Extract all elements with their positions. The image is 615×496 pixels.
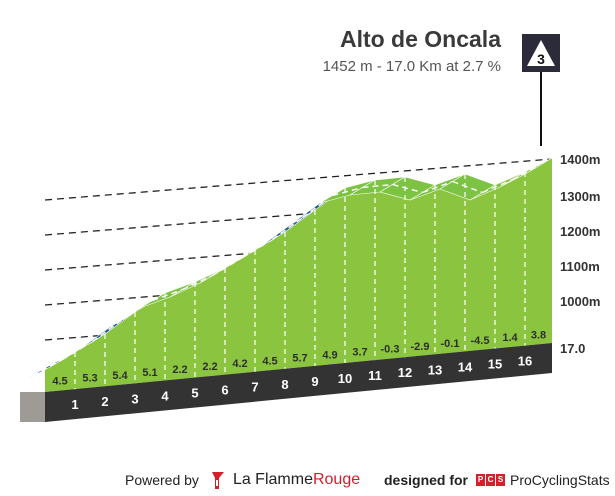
gradient-label-2: 5.3 [82,373,97,385]
base-strip [45,343,552,422]
km-label-3: 3 [131,391,138,406]
gradient-label-13: -2.9 [411,341,430,353]
elevation-label-1300: 1300m [560,189,600,204]
pcs-letter-c: C [486,474,496,486]
km-label-6: 6 [221,383,228,398]
segment-centerline-3 [92,318,123,343]
gradient-label-6: 2.2 [202,361,217,373]
km-label-4: 4 [161,388,169,403]
climb-stats: 1452 m - 17.0 Km at 2.7 % [322,58,501,75]
gridline-1400 [44,158,553,201]
km-label-16: 16 [518,354,532,369]
km-label-11: 11 [368,368,382,383]
elevation-label-1400: 1400m [560,152,600,167]
segment-centerline-15 [452,180,483,194]
segment-centerline-4 [122,299,153,321]
designed-for-label: designed for [384,472,469,488]
gradient-label-11: 3.7 [352,347,367,359]
distance-label: 17.0 [560,341,585,356]
pcs-letter-s: S [496,474,506,486]
gradient-labels: 4.5 5.3 5.4 5.1 2.2 2.2 4.2 4.5 5.7 4.9 3.7 -0.3 -2.… [52,329,546,387]
start-block [20,392,45,422]
km-label-12: 12 [398,365,412,380]
brand-rouge: Rouge [312,471,361,488]
segment-centerline-1 [32,358,63,377]
segment-centerline-7 [212,256,243,277]
brand-la: La Flamme [232,471,313,488]
segment-centerline-6 [182,274,213,291]
km-label-7: 7 [251,380,258,395]
gradient-label-5: 2.2 [172,364,187,376]
profile-body [19,157,553,422]
km-label-9: 9 [311,374,318,389]
gradient-label-17: 3.8 [531,329,546,341]
segment-centerline-13 [392,183,423,194]
km-label-15: 15 [488,357,502,372]
gradient-label-14: -0.1 [441,338,460,350]
flamme-rouge-logo-icon [211,472,224,489]
gradient-label-7: 4.2 [232,358,247,370]
km-label-1: 1 [71,397,78,412]
gradient-label-3: 5.4 [112,370,128,382]
segment-centerline-17 [512,164,540,181]
km-labels: 1 2 3 4 5 6 7 8 9 10 11 12 13 14 15 16 [71,354,532,412]
profile-face [45,158,552,392]
segment-centerline-2 [62,340,93,361]
segment-centerline-11 [332,186,363,197]
km-dividers [74,172,526,390]
segment-centerline-9 [272,216,303,241]
km-label-8: 8 [281,377,288,392]
powered-by: Powered by La Flamme Rouge [125,468,360,492]
gradient-label-10: 4.9 [322,349,337,361]
badge-category: 3 [537,51,545,67]
elevation-label-1000: 1000m [560,294,600,309]
gradient-label-1: 4.5 [52,376,67,388]
segment-centerline-8 [242,238,273,259]
powered-by-label: Powered by [125,472,199,488]
elevation-label-1200: 1200m [560,224,600,239]
badge-triangle-icon [527,40,555,66]
segment-centerline-14 [422,180,453,194]
km-label-2: 2 [101,394,108,409]
km-label-14: 14 [458,359,473,374]
km-label-13: 13 [428,362,442,377]
climb-title: Alto de Oncala [339,26,501,52]
km-label-10: 10 [338,371,352,386]
pcs-letter-p: P [476,474,486,486]
segment-centerline-5 [152,288,183,302]
pcs-name: ProCyclingStats [510,472,610,488]
segment-centerline-16 [482,178,513,194]
gradient-label-15: -4.5 [471,335,490,347]
elevation-axis-labels: 1000m 1100m 1200m 1300m 1400m 17.0 [560,152,600,356]
gradient-label-8: 4.5 [262,355,277,367]
elevation-label-1100: 1100m [560,259,600,274]
gradient-label-16: 1.4 [502,332,518,344]
segment-centerline-12 [362,183,393,189]
gradient-label-12: -0.3 [381,344,400,356]
category-badge: 3 [522,34,560,146]
km-label-5: 5 [191,386,198,401]
gradient-label-4: 5.1 [142,367,157,379]
gradient-label-9: 5.7 [292,352,307,364]
